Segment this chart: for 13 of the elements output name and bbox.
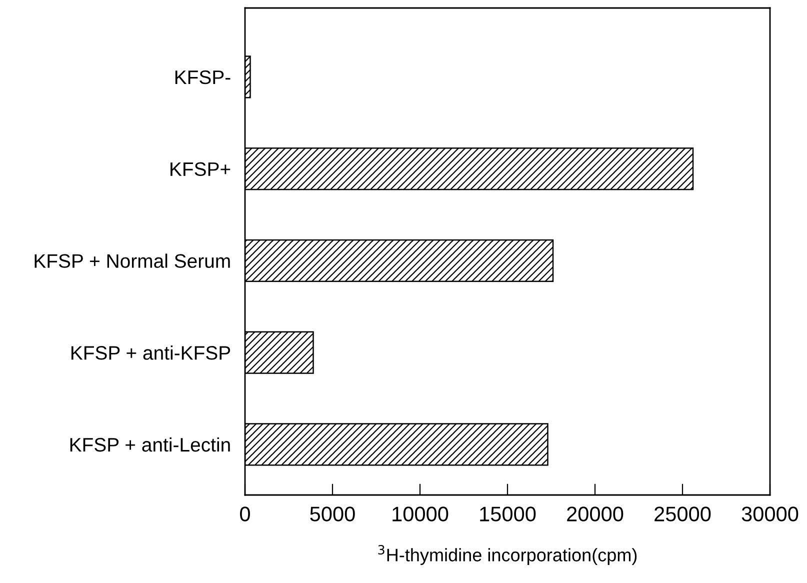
x-tick-label: 20000 bbox=[567, 506, 624, 522]
y-tick-label: KFSP + anti-Lectin bbox=[70, 437, 230, 452]
x-tick-label: 10000 bbox=[392, 506, 448, 522]
y-tick-label: KFSP + anti-KFSP bbox=[71, 346, 230, 360]
x-tick-label: 0 bbox=[240, 506, 250, 522]
x-tick-label: 30000 bbox=[742, 506, 798, 522]
x-tick-label: 5000 bbox=[310, 506, 355, 522]
y-tick-label: KFSP- bbox=[175, 70, 230, 84]
y-tick-label: KFSP + Normal Serum bbox=[34, 254, 230, 268]
x-tick-label: 15000 bbox=[480, 506, 536, 522]
y-tick-label: KFSP+ bbox=[170, 162, 230, 176]
x-axis-title: $^{3}$H-thymidine incorporation(cpm) bbox=[378, 544, 637, 566]
x-tick-label: 25000 bbox=[654, 506, 711, 522]
